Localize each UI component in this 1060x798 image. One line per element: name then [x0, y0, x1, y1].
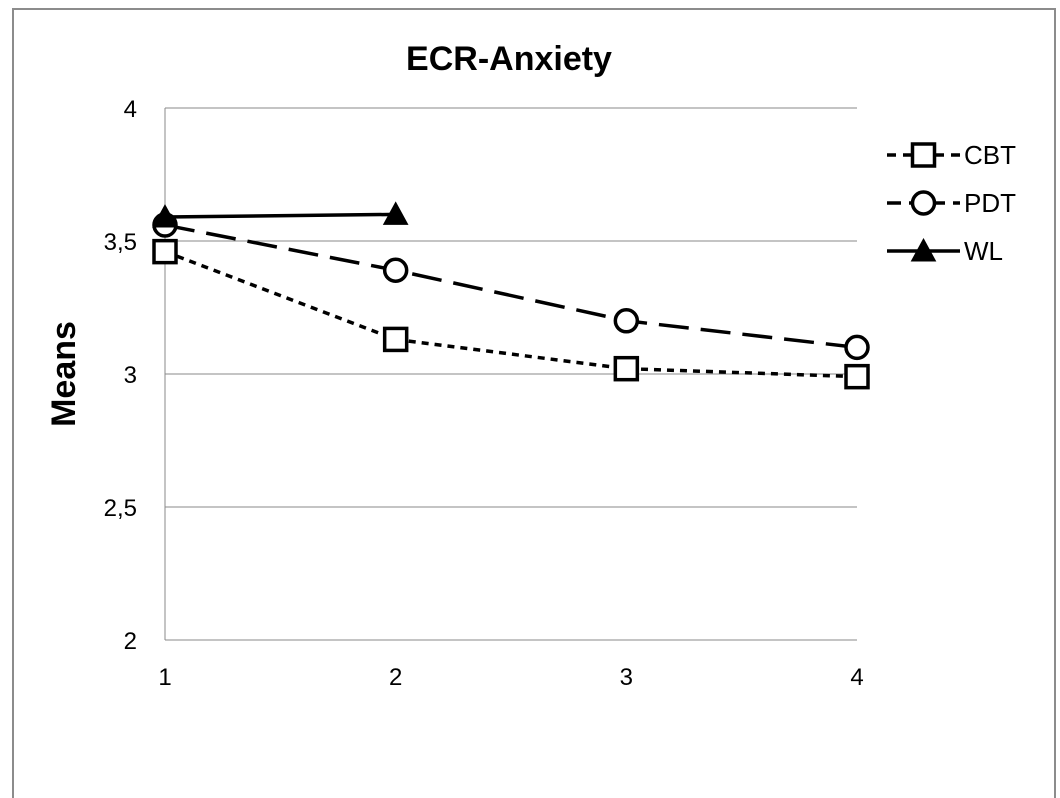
legend-item-pdt: PDT	[887, 188, 1016, 218]
marker-pdt	[382, 257, 409, 284]
marker-cbt	[382, 326, 409, 353]
legend-item-wl: WL	[887, 236, 1003, 266]
x-tick-label: 2	[389, 664, 402, 691]
y-tick-label: 2	[124, 628, 137, 655]
marker-cbt	[844, 363, 870, 390]
series-line-pdt	[164, 223, 858, 350]
legend: CBT PDT WL	[887, 140, 1016, 266]
y-tick-label: 3	[124, 362, 137, 389]
x-tick-label: 1	[158, 664, 171, 691]
series-line-cbt	[164, 250, 858, 379]
marker-cbt	[613, 355, 640, 382]
marker-cbt	[152, 238, 178, 265]
legend-marker	[910, 142, 937, 168]
x-tick-labels: 1 2 3 4	[158, 664, 863, 691]
y-tick-label: 2,5	[104, 495, 137, 522]
y-tick-label: 4	[124, 96, 137, 123]
gridlines	[165, 107, 857, 641]
y-axis-label: Means	[45, 321, 83, 427]
legend-marker	[910, 190, 937, 216]
x-tick-label: 4	[850, 664, 863, 691]
y-tick-labels: 2 2,5 3 3,5 4	[104, 96, 137, 655]
marker-pdt	[844, 334, 870, 361]
chart-frame	[12, 8, 1056, 798]
marker-wl	[152, 204, 178, 228]
y-tick-label: 3,5	[104, 229, 137, 256]
chart-title: ECR-Anxiety	[406, 40, 612, 78]
legend-marker	[910, 237, 937, 262]
x-tick-label: 3	[620, 664, 633, 691]
series-lines	[164, 212, 858, 379]
legend-item-cbt: CBT	[887, 140, 1016, 170]
series-markers	[152, 201, 870, 390]
marker-pdt	[613, 308, 640, 334]
marker-wl	[382, 201, 409, 225]
legend-label: PDT	[964, 188, 1016, 218]
legend-label: CBT	[964, 140, 1016, 170]
legend-label: WL	[964, 236, 1003, 266]
series-line-wl	[164, 212, 396, 219]
